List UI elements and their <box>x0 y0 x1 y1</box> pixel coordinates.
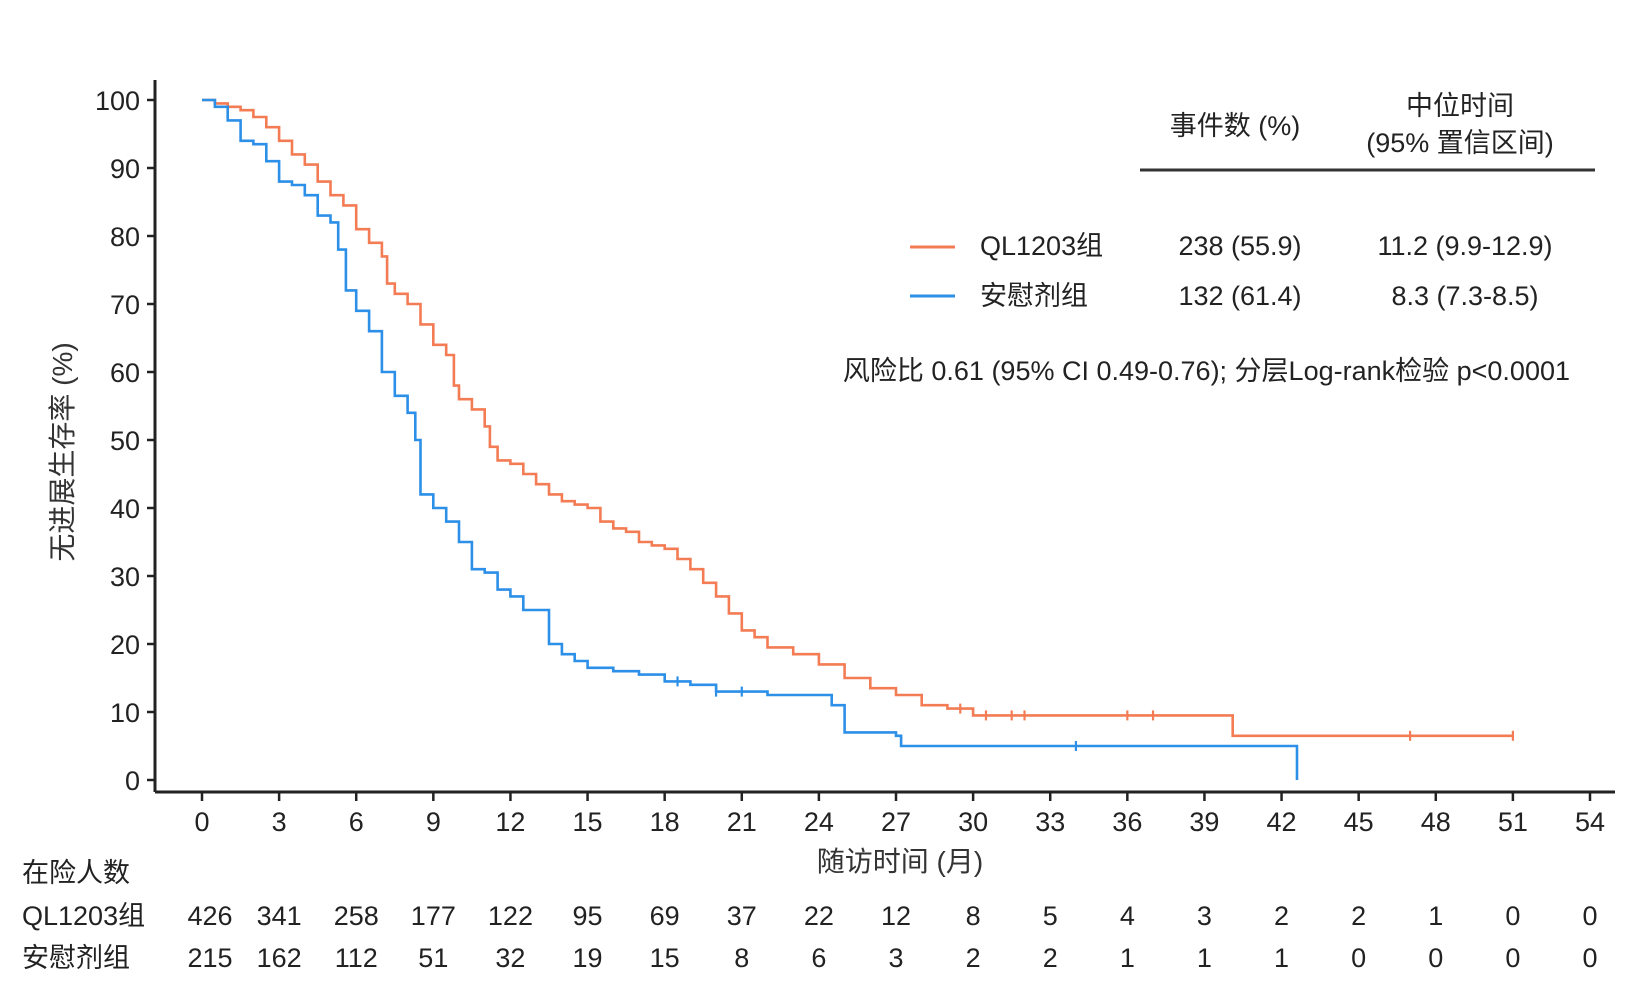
x-tick-label: 0 <box>194 807 209 837</box>
x-axis-title: 随访时间 (月) <box>817 846 983 877</box>
y-tick-label: 10 <box>110 698 140 728</box>
risk-count: 215 <box>187 943 232 973</box>
risk-count: 0 <box>1351 943 1366 973</box>
series-line-0 <box>202 98 1513 738</box>
risk-row-placebo: 215 162 112 51 32 19 15 8 6 3 2 2 1 1 1 0 0 0 0 <box>187 943 1597 973</box>
risk-count: 19 <box>573 943 603 973</box>
x-tick-label: 3 <box>272 807 287 837</box>
risk-count: 95 <box>573 901 603 931</box>
x-tick-label: 51 <box>1498 807 1528 837</box>
y-tick-label: 80 <box>110 222 140 252</box>
risk-count: 341 <box>257 901 302 931</box>
x-tick-label: 36 <box>1112 807 1142 837</box>
survival-curves <box>202 98 1514 780</box>
series-line-1 <box>202 98 1299 780</box>
risk-table: 在险人数 QL1203组 安慰剂组 426 341 258 177 122 95 69 37 2… <box>22 858 1598 973</box>
x-tick-label: 12 <box>495 807 525 837</box>
risk-count: 2 <box>1351 901 1366 931</box>
risk-count: 2 <box>966 943 981 973</box>
risk-count: 1 <box>1120 943 1135 973</box>
x-tick-label: 24 <box>804 807 834 837</box>
risk-count: 0 <box>1428 943 1443 973</box>
risk-count: 3 <box>1197 901 1212 931</box>
risk-row-label-ql1203: QL1203组 <box>22 901 145 931</box>
y-tick-label: 100 <box>95 86 140 116</box>
risk-count: 177 <box>411 901 456 931</box>
risk-count: 6 <box>811 943 826 973</box>
x-ticks: 0 3 6 9 12 15 18 21 24 27 30 33 36 39 42 45 48 51 54 <box>194 792 1605 837</box>
risk-count: 32 <box>495 943 525 973</box>
x-tick-label: 42 <box>1267 807 1297 837</box>
median-placebo: 8.3 (7.3-8.5) <box>1391 281 1538 311</box>
risk-row-ql1203: 426 341 258 177 122 95 69 37 22 12 8 5 4 3 2 2 1 0 0 <box>187 901 1597 931</box>
risk-count: 37 <box>727 901 757 931</box>
risk-count: 2 <box>1043 943 1058 973</box>
table-header-median-line1: 中位时间 <box>1406 91 1514 121</box>
risk-count: 51 <box>418 943 448 973</box>
y-tick-label: 70 <box>110 290 140 320</box>
hazard-ratio-text: 风险比 0.61 (95% CI 0.49-0.76); 分层Log-rank检… <box>843 356 1570 386</box>
risk-count: 1 <box>1274 943 1289 973</box>
x-tick-label: 21 <box>727 807 757 837</box>
risk-count: 69 <box>650 901 680 931</box>
risk-count: 4 <box>1120 901 1135 931</box>
x-tick-label: 18 <box>650 807 680 837</box>
risk-count: 0 <box>1582 943 1597 973</box>
y-tick-label: 20 <box>110 630 140 660</box>
legend-label-ql1203: QL1203组 <box>980 231 1103 261</box>
table-header-median-line2: (95% 置信区间) <box>1366 128 1554 158</box>
risk-count: 0 <box>1505 943 1520 973</box>
x-tick-label: 45 <box>1344 807 1374 837</box>
table-header-events: 事件数 (%) <box>1170 111 1301 141</box>
x-tick-label: 39 <box>1189 807 1219 837</box>
risk-count: 12 <box>881 901 911 931</box>
x-tick-label: 27 <box>881 807 911 837</box>
risk-count: 8 <box>734 943 749 973</box>
x-tick-label: 9 <box>426 807 441 837</box>
x-tick-label: 6 <box>349 807 364 837</box>
risk-count: 258 <box>334 901 379 931</box>
y-tick-label: 60 <box>110 358 140 388</box>
risk-count: 8 <box>966 901 981 931</box>
risk-count: 122 <box>488 901 533 931</box>
y-axis-title: 无进展生存率 (%) <box>47 342 78 561</box>
risk-count: 3 <box>888 943 903 973</box>
risk-count: 162 <box>257 943 302 973</box>
legend-label-placebo: 安慰剂组 <box>980 281 1088 311</box>
y-tick-label: 40 <box>110 494 140 524</box>
risk-count: 112 <box>335 943 378 973</box>
risk-count: 1 <box>1428 901 1443 931</box>
risk-count: 426 <box>187 901 232 931</box>
risk-row-label-placebo: 安慰剂组 <box>22 943 130 973</box>
x-tick-label: 54 <box>1575 807 1605 837</box>
events-placebo: 132 (61.4) <box>1178 281 1301 311</box>
risk-count: 1 <box>1197 943 1212 973</box>
x-tick-label: 30 <box>958 807 988 837</box>
risk-count: 15 <box>650 943 680 973</box>
y-ticks: 0 10 20 30 40 50 60 70 80 90 100 <box>95 86 155 796</box>
x-tick-label: 48 <box>1421 807 1451 837</box>
y-tick-label: 90 <box>110 154 140 184</box>
y-tick-label: 0 <box>125 766 140 796</box>
risk-count: 2 <box>1274 901 1289 931</box>
x-tick-label: 15 <box>573 807 603 837</box>
risk-count: 0 <box>1505 901 1520 931</box>
risk-table-title: 在险人数 <box>22 858 130 888</box>
x-tick-label: 33 <box>1035 807 1065 837</box>
events-ql1203: 238 (55.9) <box>1178 231 1301 261</box>
y-tick-label: 50 <box>110 426 140 456</box>
risk-count: 5 <box>1043 901 1058 931</box>
risk-count: 22 <box>804 901 834 931</box>
summary-table: 事件数 (%) 中位时间 (95% 置信区间) QL1203组 238 (55.… <box>843 91 1595 386</box>
risk-count: 0 <box>1582 901 1597 931</box>
y-tick-label: 30 <box>110 562 140 592</box>
median-ql1203: 11.2 (9.9-12.9) <box>1377 231 1552 261</box>
